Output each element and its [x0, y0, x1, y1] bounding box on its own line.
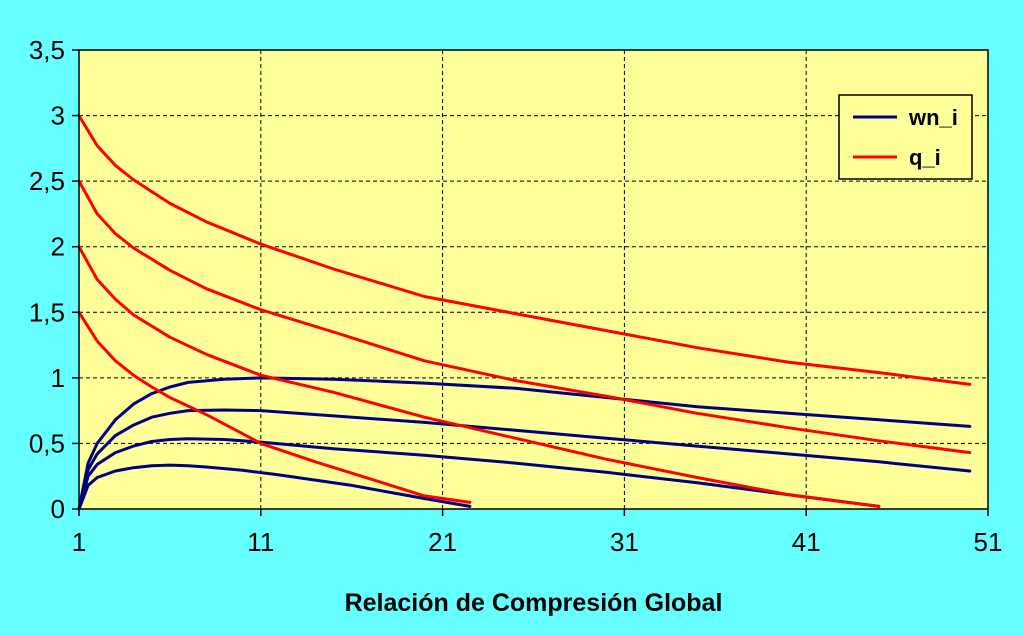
y-tick-label: 0,5 — [29, 428, 65, 458]
q_i-series-line — [77, 245, 881, 508]
x-tick-label: 41 — [792, 527, 821, 557]
tick-labels: 00,511,522,533,51 11 21 31 41 51 — [29, 35, 1003, 557]
x-axis-label: Relación de Compresión Global — [345, 589, 723, 617]
wn_i-series-line — [77, 408, 972, 511]
legend-label-q_i: q_i — [909, 145, 941, 170]
y-tick-label: 1,5 — [29, 297, 65, 327]
q_i-series-line — [77, 114, 972, 386]
x-tick-label: 11 — [247, 527, 274, 557]
y-tick-label: 0 — [51, 494, 65, 524]
plot-border — [78, 49, 989, 510]
x-tick-label: 1 — [72, 527, 86, 557]
x-tick-label: 51 — [974, 527, 1003, 557]
q_i-series-line — [77, 310, 472, 504]
x-tick-label: 21 — [428, 527, 457, 557]
x-tick-label: 31 — [610, 527, 639, 557]
series-group — [77, 114, 972, 511]
legend-box — [838, 94, 973, 180]
legend-label-wn_i: wn_i — [908, 105, 958, 130]
wn_i-series-line — [77, 437, 881, 511]
wn_i-series-line — [77, 463, 472, 511]
axes — [72, 49, 989, 516]
y-tick-label: 1 — [51, 363, 65, 393]
wn_i-series-line — [77, 376, 972, 511]
y-tick-label: 2,5 — [29, 166, 65, 196]
y-tick-label: 3 — [51, 101, 65, 131]
legend: wn_i q_i — [838, 94, 973, 180]
y-tick-label: 2 — [51, 232, 65, 262]
y-tick-label: 3,5 — [29, 35, 65, 65]
q_i-series-line — [77, 179, 972, 455]
